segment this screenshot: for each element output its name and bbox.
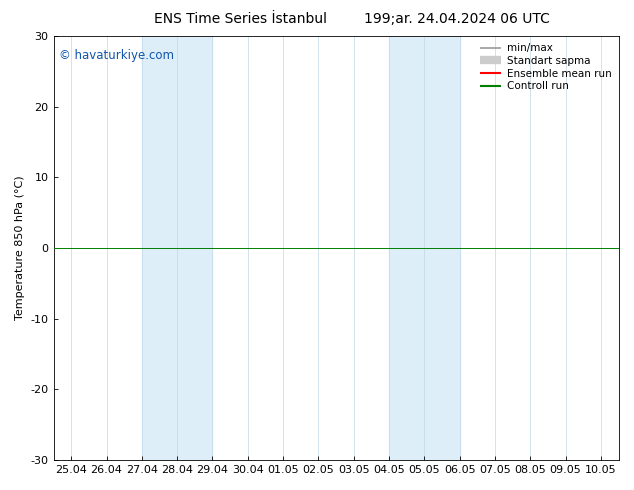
Text: 199;ar. 24.04.2024 06 UTC: 199;ar. 24.04.2024 06 UTC — [363, 12, 550, 26]
Text: ENS Time Series İstanbul: ENS Time Series İstanbul — [155, 12, 327, 26]
Legend: min/max, Standart sapma, Ensemble mean run, Controll run: min/max, Standart sapma, Ensemble mean r… — [479, 41, 613, 93]
Text: © havaturkiye.com: © havaturkiye.com — [59, 49, 174, 62]
Bar — [389, 36, 460, 460]
Bar — [142, 36, 212, 460]
Y-axis label: Temperature 850 hPa (°C): Temperature 850 hPa (°C) — [15, 176, 25, 320]
